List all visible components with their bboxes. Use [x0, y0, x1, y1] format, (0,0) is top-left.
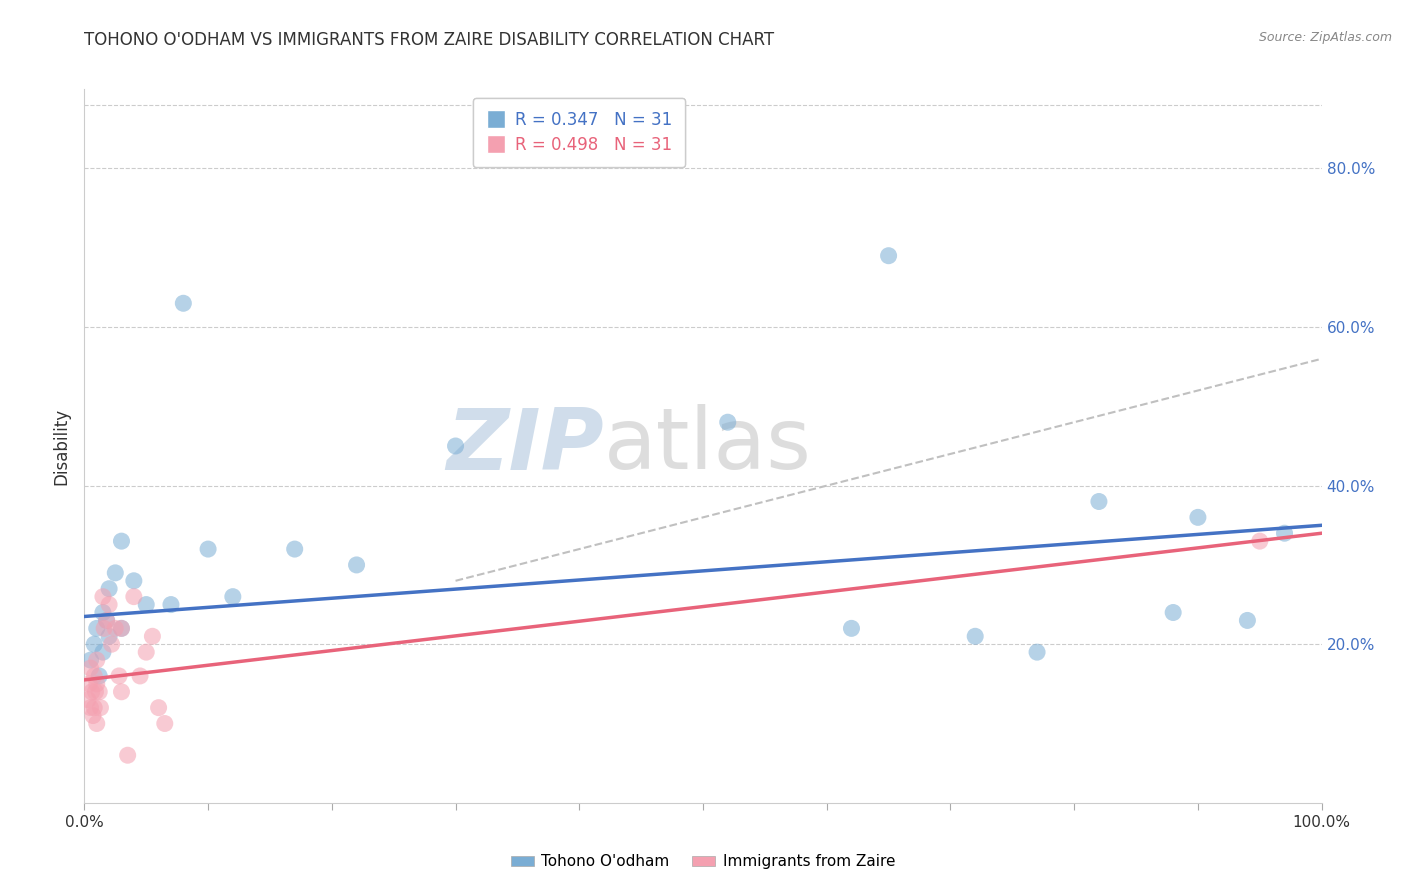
Point — [222, 590, 245, 604]
Point — [82, 708, 104, 723]
Point — [80, 685, 103, 699]
Point — [108, 669, 131, 683]
Point — [129, 669, 152, 683]
Point — [84, 685, 107, 699]
Point — [83, 637, 105, 651]
Point — [841, 621, 863, 635]
Point — [104, 566, 127, 580]
Point — [83, 669, 105, 683]
Point — [444, 439, 467, 453]
Point — [98, 582, 121, 596]
Point — [172, 296, 194, 310]
Text: TOHONO O'ODHAM VS IMMIGRANTS FROM ZAIRE DISABILITY CORRELATION CHART: TOHONO O'ODHAM VS IMMIGRANTS FROM ZAIRE … — [84, 31, 775, 49]
Point — [153, 716, 176, 731]
Legend: R = 0.347   N = 31, R = 0.498   N = 31: R = 0.347 N = 31, R = 0.498 N = 31 — [474, 97, 685, 167]
Point — [122, 574, 145, 588]
Point — [89, 669, 111, 683]
Point — [877, 249, 900, 263]
Point — [135, 645, 157, 659]
Point — [96, 614, 118, 628]
Point — [91, 590, 114, 604]
Point — [717, 415, 740, 429]
Point — [284, 542, 307, 557]
Point — [1161, 606, 1184, 620]
Point — [89, 700, 111, 714]
Point — [1026, 645, 1049, 659]
Text: ZIP: ZIP — [446, 404, 605, 488]
Point — [346, 558, 368, 572]
Point — [98, 629, 121, 643]
Point — [148, 700, 170, 714]
Point — [79, 700, 101, 714]
Point — [91, 645, 114, 659]
Point — [86, 653, 108, 667]
Point — [89, 685, 111, 699]
Point — [86, 716, 108, 731]
Point — [104, 621, 127, 635]
Point — [77, 692, 100, 706]
Point — [98, 598, 121, 612]
Point — [197, 542, 219, 557]
Point — [79, 677, 101, 691]
Point — [96, 614, 118, 628]
Point — [160, 598, 183, 612]
Y-axis label: Disability: Disability — [52, 408, 70, 484]
Point — [86, 677, 108, 691]
Point — [86, 621, 108, 635]
Point — [110, 534, 132, 549]
Text: atlas: atlas — [605, 404, 813, 488]
Point — [110, 685, 132, 699]
Point — [110, 621, 132, 635]
Point — [83, 700, 105, 714]
Point — [91, 606, 114, 620]
Legend: Tohono O'odham, Immigrants from Zaire: Tohono O'odham, Immigrants from Zaire — [505, 848, 901, 875]
Point — [1274, 526, 1296, 541]
Point — [79, 661, 101, 675]
Point — [141, 629, 163, 643]
Point — [965, 629, 987, 643]
Point — [93, 621, 115, 635]
Point — [1088, 494, 1111, 508]
Point — [79, 653, 101, 667]
Point — [1187, 510, 1209, 524]
Text: Source: ZipAtlas.com: Source: ZipAtlas.com — [1258, 31, 1392, 45]
Point — [122, 590, 145, 604]
Point — [100, 637, 122, 651]
Point — [1249, 534, 1271, 549]
Point — [110, 621, 132, 635]
Point — [1236, 614, 1258, 628]
Point — [135, 598, 157, 612]
Point — [117, 748, 139, 763]
